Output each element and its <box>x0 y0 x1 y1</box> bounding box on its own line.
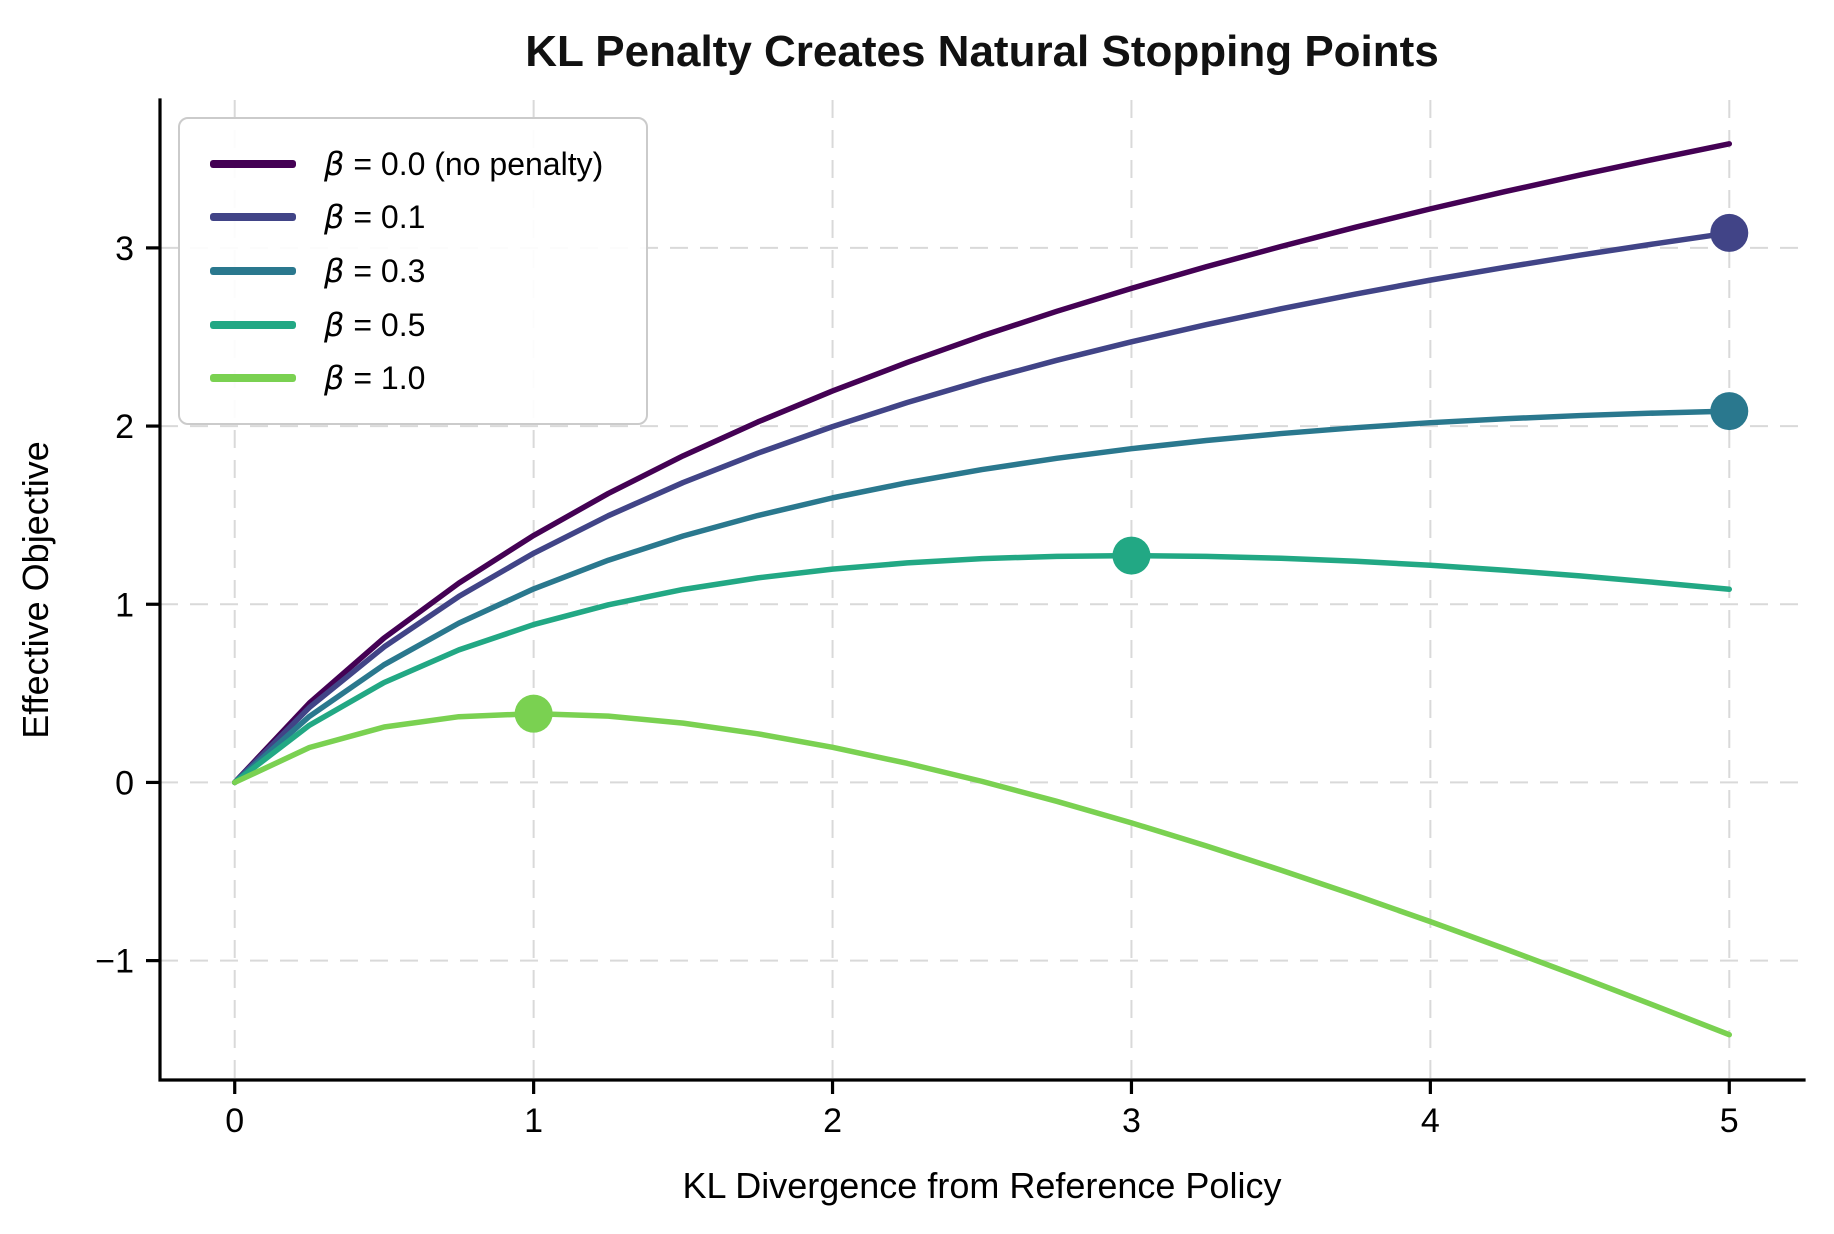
legend-label: β = 0.5 <box>324 306 425 344</box>
x-tick-label: 4 <box>1421 1102 1440 1140</box>
legend-label-text: = 0.0 (no penalty) <box>344 145 604 182</box>
legend-line-swatch <box>210 266 296 275</box>
y-tick-label: 3 <box>115 230 134 268</box>
series-line <box>231 552 1733 786</box>
chart-title: KL Penalty Creates Natural Stopping Poin… <box>525 27 1439 76</box>
beta-symbol: β <box>324 144 345 183</box>
legend-item: β = 1.0 <box>180 359 646 397</box>
legend-line-swatch <box>210 320 296 329</box>
x-tick-label: 2 <box>823 1102 842 1140</box>
y-tick-label: 2 <box>115 408 134 446</box>
x-tick-label: 3 <box>1122 1102 1141 1140</box>
x-tick-label: 5 <box>1720 1102 1739 1140</box>
legend-label-text: = 1.0 <box>344 360 426 397</box>
tick-labels: 0 1 2 3 4 5 −1 0 1 2 3 <box>95 230 1738 1140</box>
y-axis-label: Effective Objective <box>15 441 56 738</box>
stop-point-marker <box>1710 213 1749 252</box>
legend-label-text: = 0.5 <box>344 306 426 343</box>
legend: β = 0.0 (no penalty) β = 0.1 β = 0.3 β =… <box>178 117 648 425</box>
series-line <box>231 408 1733 786</box>
legend-item: β = 0.0 (no penalty) <box>180 145 646 183</box>
x-tick-label: 1 <box>524 1102 543 1140</box>
beta-symbol: β <box>324 251 345 290</box>
legend-label: β = 1.0 <box>324 359 425 397</box>
y-tick-label: −1 <box>95 943 134 981</box>
legend-label: β = 0.1 <box>324 198 425 236</box>
data-series <box>231 141 1749 1038</box>
legend-item: β = 0.5 <box>180 306 646 344</box>
x-tick-label: 0 <box>225 1102 244 1140</box>
axes-spines <box>146 98 1806 1094</box>
series-line <box>231 230 1733 786</box>
beta-symbol: β <box>324 359 345 398</box>
stop-point-marker <box>514 694 553 733</box>
beta-symbol: β <box>324 198 345 237</box>
legend-item: β = 0.1 <box>180 198 646 236</box>
beta-symbol: β <box>324 305 345 344</box>
legend-label: β = 0.0 (no penalty) <box>324 145 603 183</box>
legend-label-text: = 0.1 <box>344 199 426 236</box>
legend-label: β = 0.3 <box>324 252 425 290</box>
stop-point-marker <box>1710 392 1749 431</box>
stop-point-marker <box>1112 536 1151 575</box>
legend-line-swatch <box>210 213 296 222</box>
y-tick-label: 0 <box>115 764 134 802</box>
legend-item: β = 0.3 <box>180 252 646 290</box>
legend-line-swatch <box>210 159 296 168</box>
legend-line-swatch <box>210 374 296 383</box>
series-line <box>231 710 1733 1038</box>
series-line <box>231 141 1733 786</box>
x-axis-label: KL Divergence from Reference Policy <box>683 1165 1282 1206</box>
legend-label-text: = 0.3 <box>344 252 426 289</box>
y-tick-label: 1 <box>115 586 134 624</box>
